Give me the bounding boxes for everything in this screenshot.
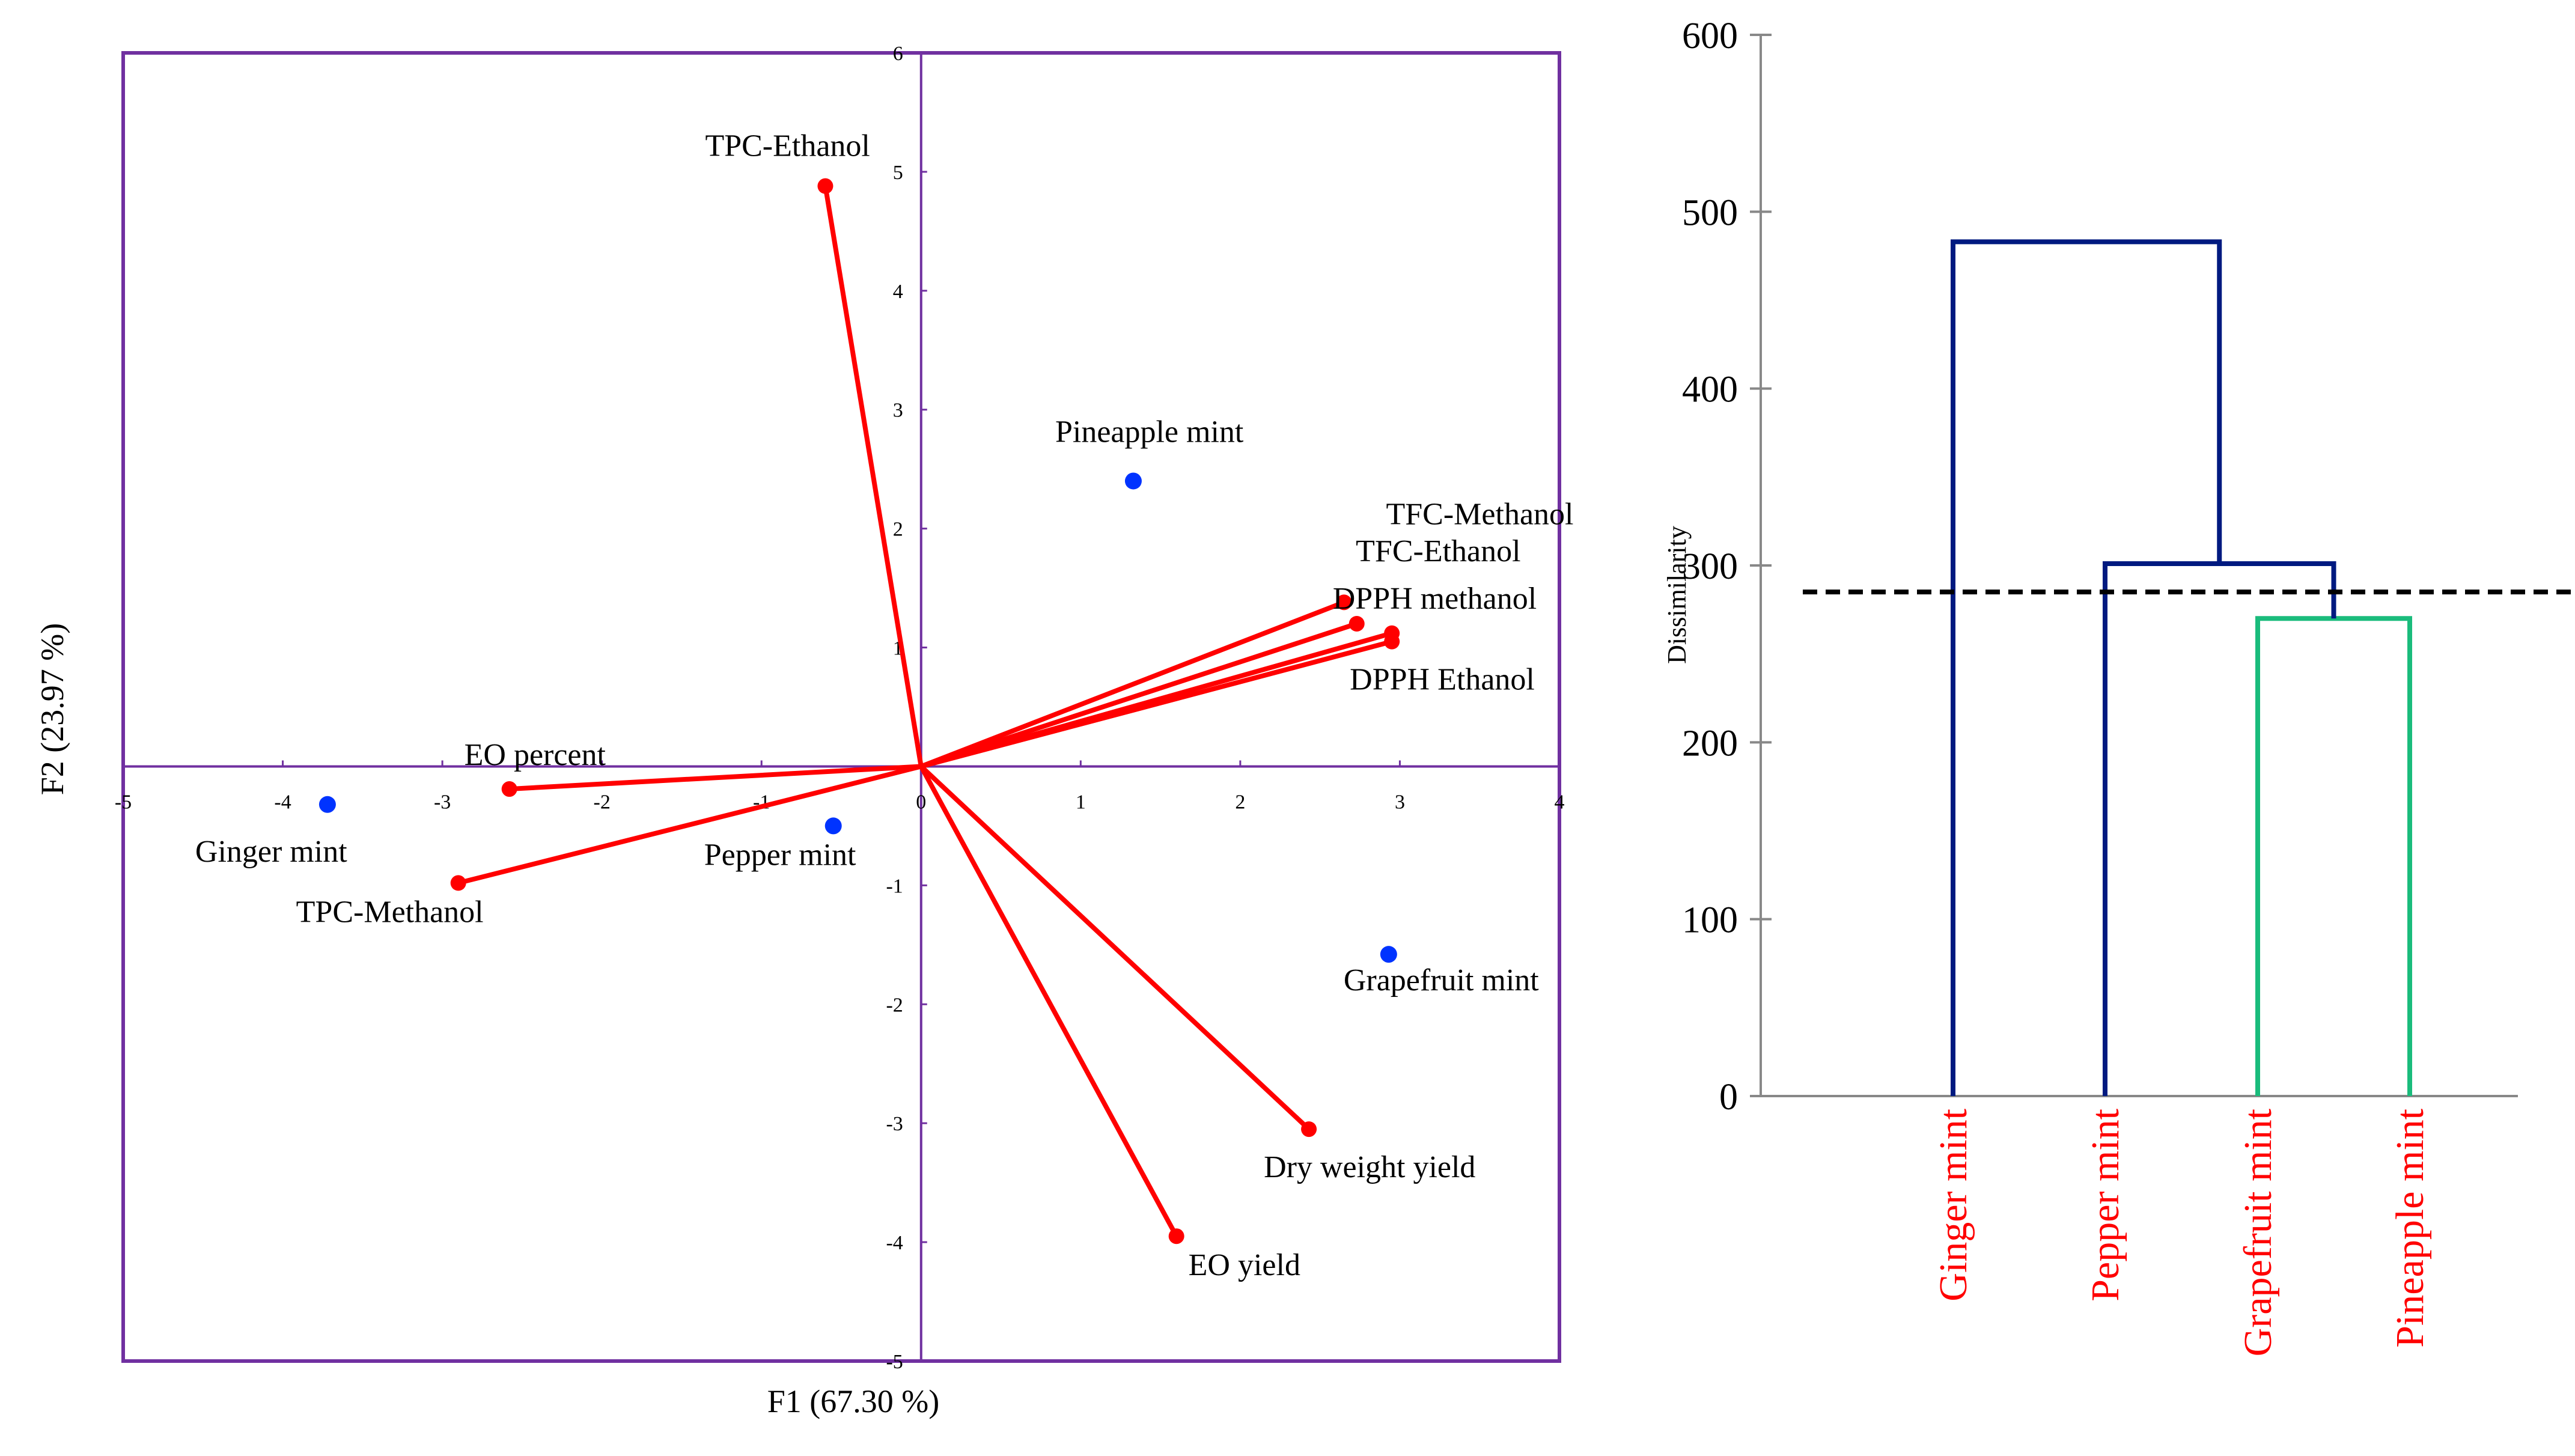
vector-label: EO percent — [465, 738, 606, 772]
observation-label: Pepper mint — [704, 838, 856, 872]
y-tick-label: 300 — [1682, 546, 1738, 587]
vector-label: Dry weight yield — [1264, 1150, 1475, 1184]
y-tick-label: 6 — [893, 43, 903, 65]
y-tick-label: 3 — [893, 400, 903, 422]
x-tick-label: -4 — [274, 791, 291, 813]
y-tick-label: 500 — [1682, 192, 1738, 233]
observation-point — [824, 817, 842, 835]
vector-line — [457, 764, 922, 886]
vector-label: TFC-Methanol — [1386, 497, 1574, 531]
vector-label: TPC-Methanol — [296, 895, 484, 929]
observation-label: Ginger mint — [195, 835, 347, 869]
vector-line — [920, 639, 1393, 769]
y-tick-label: 2 — [893, 519, 903, 541]
vector-line — [919, 765, 1179, 1238]
y-tick-label: 0 — [1719, 1077, 1738, 1118]
y-tick-label: 5 — [893, 162, 903, 184]
vector-line — [920, 621, 1358, 769]
x-tick-label: 2 — [1235, 791, 1245, 813]
vector-endpoint — [450, 875, 466, 891]
dendrogram: 0 100 200 300 400 500 600 Ginger mint Pepper mi… — [1662, 16, 2572, 1356]
observation-label: Grapefruit mint — [1344, 963, 1539, 998]
x-tick-label: 0 — [916, 791, 926, 813]
vector-label: TFC-Ethanol — [1356, 534, 1520, 568]
vector-label: TPC-Ethanol — [705, 129, 870, 163]
vector-endpoint — [1348, 615, 1365, 632]
x-tick-label: 1 — [1076, 791, 1086, 813]
vector-endpoint — [501, 781, 517, 797]
y-tick-label: -4 — [886, 1232, 903, 1254]
vector-endpoint — [1301, 1121, 1317, 1138]
y-tick-label: 100 — [1682, 900, 1738, 941]
vector-label: DPPH methanol — [1333, 582, 1537, 616]
y-tick-label: 400 — [1682, 370, 1738, 410]
y-tick-label: -5 — [886, 1351, 903, 1373]
leaf-label: Grapefruit mint — [2236, 1109, 2280, 1356]
x-tick-label: 3 — [1395, 791, 1405, 813]
leaf-label: Pepper mint — [2083, 1109, 2127, 1302]
observation-label: Pineapple mint — [1055, 415, 1244, 449]
vector-line — [823, 186, 924, 767]
vector-endpoint — [1336, 594, 1352, 611]
y-tick-label: -3 — [886, 1113, 903, 1135]
leaf-label: Ginger mint — [1931, 1109, 1975, 1302]
vector-endpoint — [1168, 1228, 1184, 1244]
dendrogram-branch — [2255, 616, 2412, 1096]
vector-label: EO yield — [1189, 1248, 1300, 1282]
vector-label: DPPH Ethanol — [1350, 663, 1535, 697]
observation-point — [1124, 472, 1142, 490]
dendrogram-branch — [1951, 239, 2222, 1096]
x-tick-label: -2 — [594, 791, 611, 813]
vector-line — [509, 764, 921, 792]
vector-endpoint — [1384, 633, 1400, 650]
y-tick-label: 600 — [1682, 16, 1738, 56]
y-tick-label: -1 — [886, 875, 903, 897]
vector-endpoint — [817, 178, 833, 194]
x-tick-label: -3 — [434, 791, 451, 813]
y-axis-title: Dissimilarity — [1662, 526, 1692, 664]
y-tick-label: -2 — [886, 994, 903, 1016]
observation-point — [318, 796, 336, 813]
vector-line — [920, 600, 1345, 769]
y-tick-label: 4 — [893, 281, 903, 303]
vector-line — [919, 764, 1311, 1131]
x-tick-label: 4 — [1555, 791, 1565, 813]
observation-point — [1380, 946, 1397, 963]
x-axis-title: F1 (67.30 %) — [767, 1383, 939, 1419]
y-axis-title: F2 (23.97 %) — [34, 623, 70, 795]
x-tick-label: -5 — [115, 791, 132, 813]
leaf-label: Pineapple mint — [2388, 1109, 2432, 1348]
plot-frame — [121, 51, 1561, 1363]
y-tick-label: 200 — [1682, 723, 1738, 764]
dendrogram-branch — [2103, 561, 2336, 1096]
